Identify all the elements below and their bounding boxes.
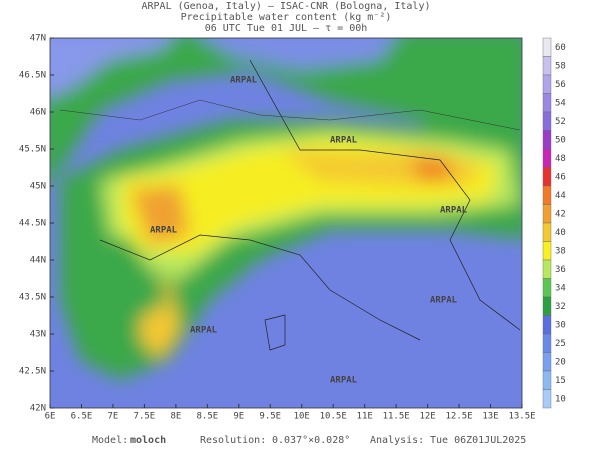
field-shape	[410, 160, 450, 180]
colorbar-swatch	[542, 278, 552, 298]
colorbar-swatch	[542, 148, 552, 168]
colorbar-swatch	[542, 37, 552, 57]
colorbar-label: 60	[555, 43, 566, 53]
watermark: ARPAL	[430, 296, 458, 306]
colorbar-swatch	[542, 315, 552, 335]
colorbar-swatch	[542, 389, 552, 409]
lon-label: 6.5E	[71, 412, 93, 422]
colorbar-label: 30	[555, 320, 566, 330]
colorbar-swatch	[542, 130, 552, 150]
lon-label: 7E	[108, 412, 119, 422]
watermark: ARPAL	[440, 206, 468, 216]
colorbar-swatch	[542, 74, 552, 94]
watermark: ARPAL	[230, 76, 258, 86]
colorbar-swatch	[542, 296, 552, 316]
lat-label: 47N	[30, 34, 46, 44]
colorbar-swatch	[542, 333, 552, 353]
footer-value: 0.037°×0.028°	[272, 435, 350, 446]
colorbar-label: 54	[555, 98, 566, 108]
lon-label: 7.5E	[134, 412, 156, 422]
field-shape	[50, 38, 172, 97]
lon-label: 11.5E	[383, 412, 410, 422]
colorbar-swatch	[542, 222, 552, 242]
colorbar-label: 34	[555, 283, 566, 293]
colorbar-label: 32	[555, 302, 566, 312]
coastline	[249, 59, 521, 331]
watermark: ARPAL	[150, 226, 178, 236]
footer-label: Analysis:	[370, 435, 424, 446]
colorbar-label: 56	[555, 80, 566, 90]
lat-label: 44.5N	[19, 219, 46, 229]
colorbar-swatch	[542, 167, 552, 187]
lat-label: 44N	[30, 256, 46, 266]
colorbar-swatch	[542, 111, 552, 131]
footer-label: Resolution:	[200, 435, 266, 446]
lon-label: 12.5E	[446, 412, 473, 422]
lat-label: 45.5N	[19, 145, 46, 155]
lon-label: 13E	[482, 412, 498, 422]
colorbar-swatch	[542, 241, 552, 261]
colorbar-swatch	[542, 204, 552, 224]
colorbar-label: 20	[555, 357, 566, 367]
colorbar-swatch	[542, 352, 552, 372]
lon-label: 8.5E	[196, 412, 218, 422]
colorbar-label: 44	[555, 191, 566, 201]
colorbar-swatch	[542, 370, 552, 390]
field-shape	[60, 230, 170, 330]
colorbar-swatch	[542, 56, 552, 76]
colorbar-label: 46	[555, 172, 566, 182]
colorbar-label: 58	[555, 61, 566, 71]
colorbar-swatch	[542, 185, 552, 205]
lon-label: 13.5E	[508, 412, 535, 422]
border	[59, 99, 521, 131]
watermark: ARPAL	[330, 376, 358, 386]
colorbar-label: 10	[555, 394, 566, 404]
footer-label: Model:	[92, 435, 128, 446]
island	[264, 314, 286, 351]
footer-value: Tue 06Z01JUL2025	[430, 435, 526, 446]
colorbar-label: 25	[555, 339, 566, 349]
header-line: Precipitable water content (kg m⁻²)	[181, 12, 392, 23]
lat-label: 46.5N	[19, 71, 46, 81]
field-shape	[202, 38, 395, 70]
lon-label: 9.5E	[259, 412, 281, 422]
lon-label: 10E	[294, 412, 310, 422]
lat-label: 42.5N	[19, 367, 46, 377]
header-line: 06 UTC Tue 01 JUL — τ = 00h	[205, 23, 368, 34]
colorbar-label: 15	[555, 376, 566, 386]
colorbar-label: 36	[555, 265, 566, 275]
colorbar-label: 52	[555, 117, 566, 127]
footer-value: moloch	[130, 435, 166, 446]
colorbar-label: 48	[555, 154, 566, 164]
lat-label: 45N	[30, 182, 46, 192]
lat-label: 46N	[30, 108, 46, 118]
coastline	[99, 234, 421, 341]
lon-label: 8E	[170, 412, 181, 422]
field-shape	[130, 185, 190, 245]
lat-label: 43.5N	[19, 293, 46, 303]
lon-label: 9E	[233, 412, 244, 422]
lat-label: 43N	[30, 330, 46, 340]
field-shape	[50, 38, 522, 180]
colorbar-label: 38	[555, 246, 566, 256]
header-line: ARPAL (Genoa, Italy) — ISAC-CNR (Bologna…	[142, 1, 431, 12]
field	[50, 38, 522, 408]
watermark: ARPAL	[190, 326, 218, 336]
watermark: ARPAL	[330, 136, 358, 146]
colorbar-label: 40	[555, 228, 566, 238]
lon-label: 12E	[419, 412, 435, 422]
lat-label: 42N	[30, 404, 46, 414]
colorbar-swatch	[542, 93, 552, 113]
colorbar-label: 50	[555, 135, 566, 145]
lon-label: 10.5E	[320, 412, 347, 422]
lon-label: 11E	[357, 412, 373, 422]
lon-label: 6E	[45, 412, 56, 422]
colorbar-label: 42	[555, 209, 566, 219]
colorbar-swatch	[542, 259, 552, 279]
